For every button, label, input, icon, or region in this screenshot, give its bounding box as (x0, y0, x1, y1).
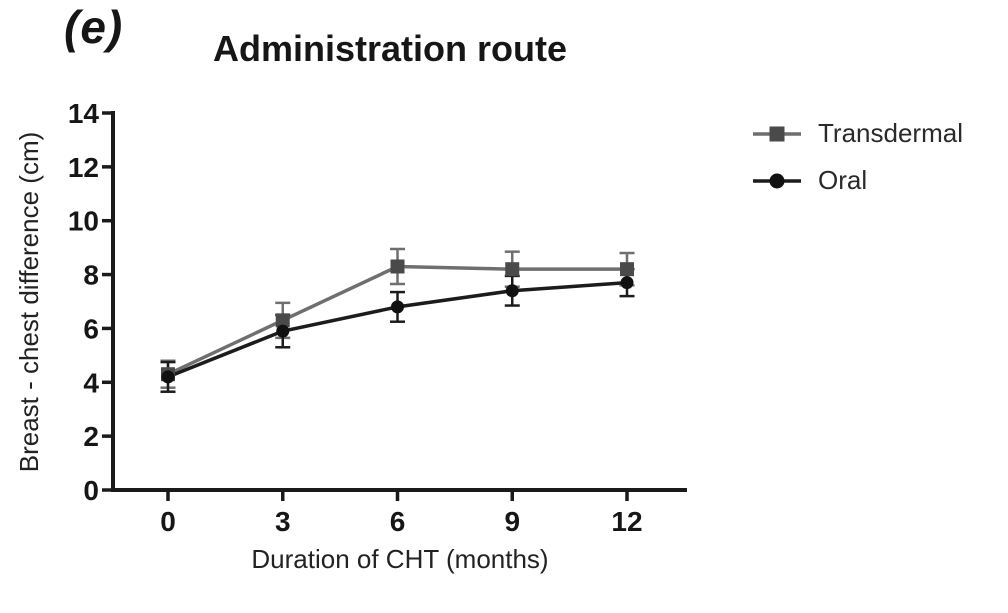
panel-label: (e) (64, 1, 124, 53)
data-point-circle-oral (276, 324, 290, 338)
y-tick-label: 14 (68, 98, 100, 129)
x-tick-label: 6 (390, 506, 406, 537)
x-tick-label: 12 (611, 506, 642, 537)
legend-square-marker-icon (753, 126, 801, 141)
x-tick-label: 3 (275, 506, 291, 537)
legend-circle-marker-icon (753, 173, 801, 188)
x-axis-title: Duration of CHT (months) (251, 544, 548, 574)
x-tick-label: 0 (160, 506, 176, 537)
plot-area: 0 2 4 6 8 10 12 14 0 3 6 9 12 (68, 98, 687, 537)
data-point-circle-oral (505, 284, 519, 298)
y-tick-label: 0 (83, 475, 99, 506)
chart-title: Administration route (213, 28, 568, 69)
legend-item-oral: Oral (753, 165, 963, 196)
legend-label-transdermal: Transdermal (818, 118, 963, 148)
y-tick-label: 10 (68, 206, 99, 237)
legend-circle (769, 173, 785, 188)
legend-label-oral: Oral (818, 165, 868, 195)
x-tick-label: 9 (504, 506, 520, 537)
y-axis-title: Breast - chest difference (cm) (14, 132, 44, 473)
data-point-square-transdermal (390, 259, 405, 274)
data-point-square-transdermal (275, 313, 290, 328)
data-point-circle-oral (620, 276, 634, 290)
data-point-circle-oral (391, 300, 404, 314)
y-tick-label: 2 (83, 421, 99, 452)
data-point-square-transdermal (505, 262, 520, 277)
y-tick-label: 4 (83, 367, 99, 398)
y-tick-label: 8 (83, 260, 99, 291)
data-point-circle-oral (161, 370, 175, 384)
data-point-square-transdermal (620, 262, 634, 277)
legend-square (769, 126, 785, 141)
y-tick-label: 12 (68, 152, 99, 183)
y-tick-label: 6 (83, 313, 99, 344)
legend-item-transdermal: Transdermal (753, 118, 963, 149)
legend: Transdermal Oral (753, 118, 963, 196)
